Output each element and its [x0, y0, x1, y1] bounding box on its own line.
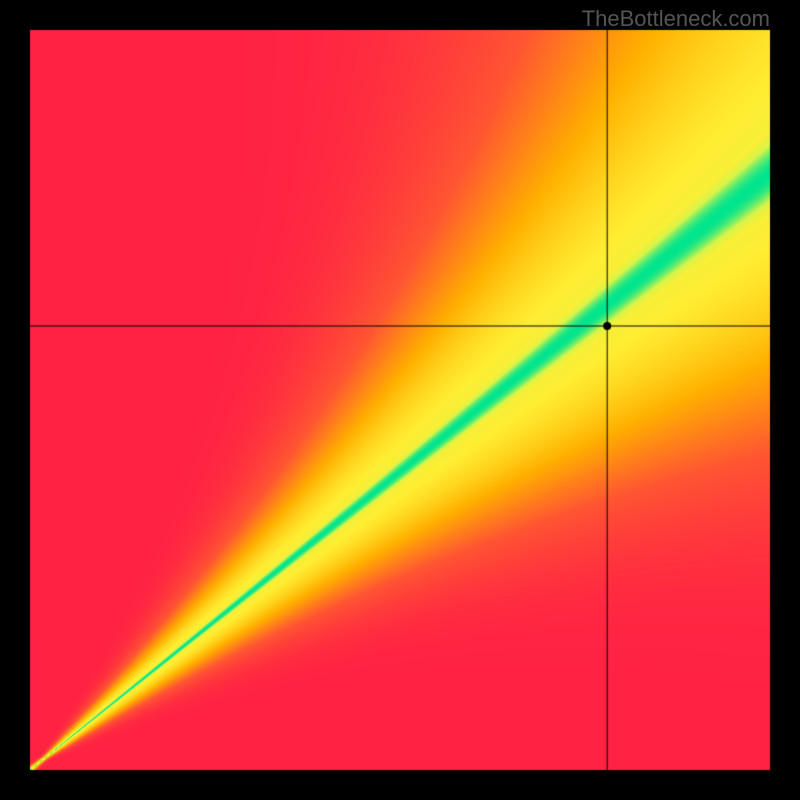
watermark-text: TheBottleneck.com — [582, 6, 770, 32]
chart-container: TheBottleneck.com — [0, 0, 800, 800]
bottleneck-heatmap — [0, 0, 800, 800]
